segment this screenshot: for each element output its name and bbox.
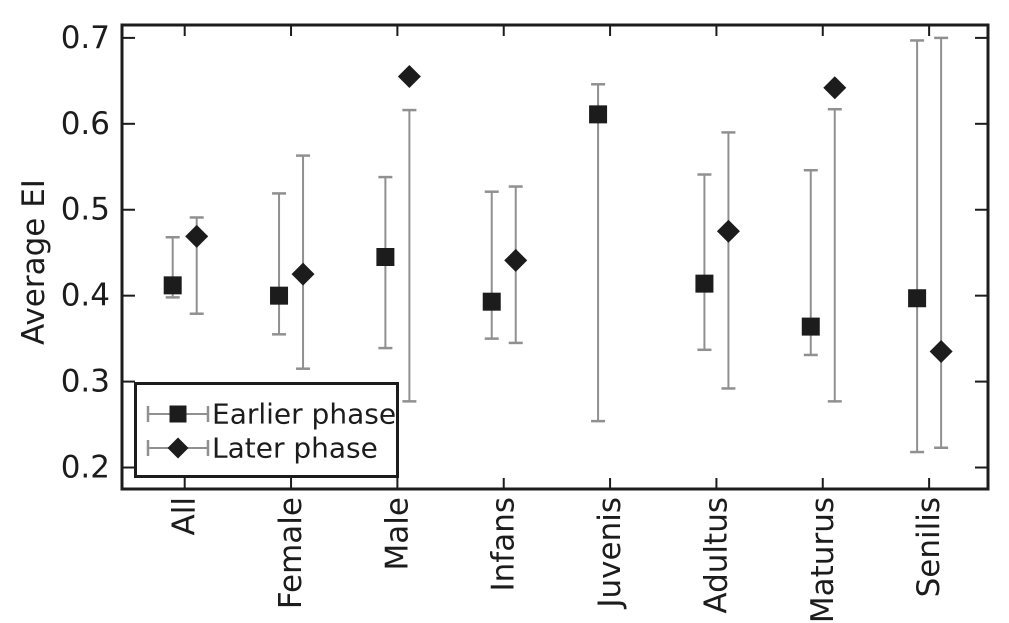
ytick-label-0.7: 0.7 [61, 20, 110, 56]
legend-box [134, 382, 399, 478]
marker-later-phase-maturus [823, 76, 847, 100]
point-later-phase-all [185, 216, 209, 315]
marker-earlier-phase-infans [482, 292, 501, 311]
marker-later-phase-male [397, 65, 421, 89]
xlabel-male: Male [379, 497, 415, 570]
legend-marker-later-phase [167, 437, 189, 459]
marker-later-phase-female [291, 262, 315, 286]
point-earlier-phase-adultus [695, 173, 714, 352]
marker-earlier-phase-all [163, 276, 182, 295]
point-earlier-phase-infans [482, 190, 501, 340]
xlabel-adultus: Adultus [698, 497, 734, 614]
xlabel-juvenis: Juvenis [592, 497, 628, 610]
point-earlier-phase-female [270, 192, 289, 336]
marker-earlier-phase-female [270, 286, 289, 305]
point-later-phase-maturus [823, 76, 847, 403]
ytick-label-0.2: 0.2 [61, 450, 110, 486]
ytick-label-0.3: 0.3 [61, 364, 110, 400]
xlabel-all: All [167, 497, 203, 535]
legend-label-earlier-phase: Earlier phase [212, 398, 396, 431]
point-earlier-phase-juvenis [589, 83, 608, 423]
marker-later-phase-all [185, 224, 209, 248]
ytick-label-0.6: 0.6 [61, 106, 110, 142]
xlabel-infans: Infans [486, 497, 522, 592]
point-later-phase-senilis [929, 36, 953, 450]
marker-earlier-phase-senilis [908, 289, 927, 308]
point-earlier-phase-all [163, 235, 182, 299]
point-later-phase-adultus [716, 131, 740, 390]
marker-earlier-phase-maturus [801, 317, 820, 336]
point-later-phase-female [291, 154, 315, 370]
marker-later-phase-senilis [929, 340, 953, 364]
marker-earlier-phase-adultus [695, 274, 714, 293]
ytick-label-0.4: 0.4 [61, 278, 110, 314]
marker-earlier-phase-juvenis [589, 105, 608, 124]
point-earlier-phase-maturus [801, 168, 820, 357]
point-earlier-phase-male [376, 175, 395, 350]
legend-label-later-phase: Later phase [212, 432, 378, 465]
marker-later-phase-adultus [716, 219, 740, 243]
point-earlier-phase-senilis [908, 39, 927, 454]
y-axis-label: Average EI [16, 179, 52, 345]
legend-marker-earlier-phase [169, 405, 187, 423]
xlabel-senilis: Senilis [911, 497, 947, 597]
marker-later-phase-infans [504, 248, 528, 272]
point-later-phase-infans [504, 185, 528, 345]
ytick-label-0.5: 0.5 [61, 192, 110, 228]
xlabel-female: Female [273, 497, 309, 609]
xlabel-maturus: Maturus [805, 497, 841, 623]
point-later-phase-male [397, 65, 421, 403]
marker-earlier-phase-male [376, 248, 395, 266]
